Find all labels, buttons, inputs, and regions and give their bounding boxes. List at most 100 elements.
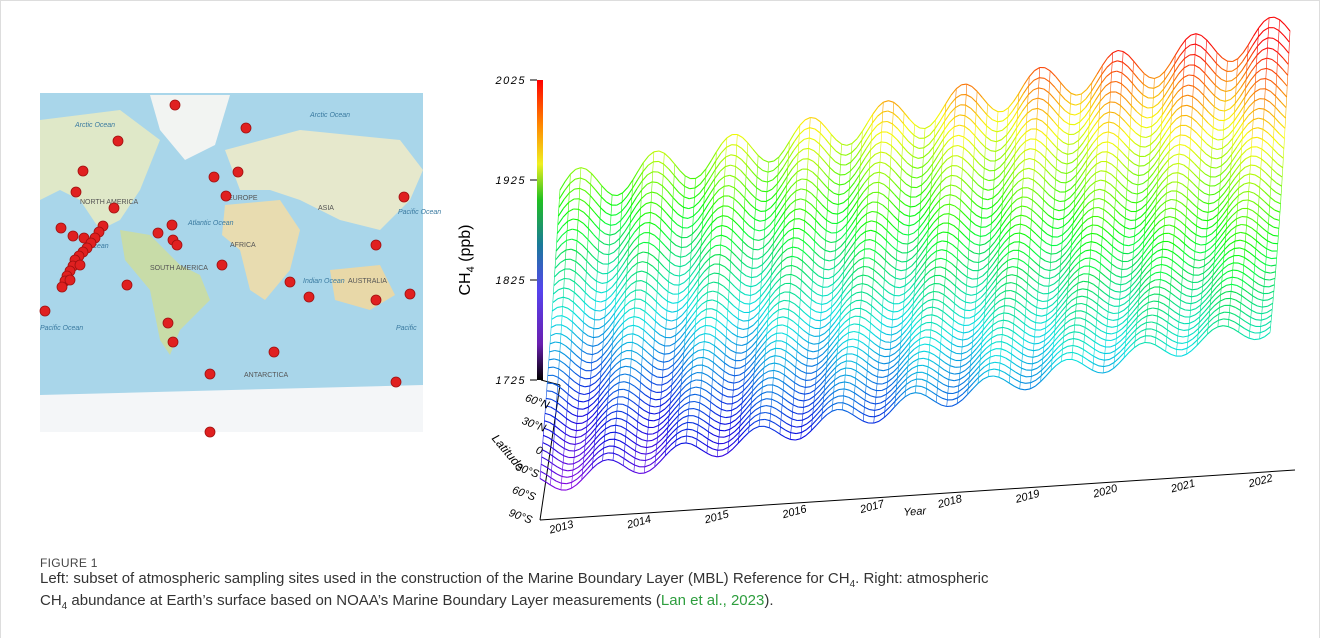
surface-mesh	[992, 202, 997, 207]
surface-mesh	[1170, 128, 1175, 134]
surface-mesh	[925, 271, 930, 276]
map-label: NORTH AMERICA	[80, 199, 139, 206]
surface-mesh	[738, 319, 743, 321]
surface-mesh	[912, 167, 917, 169]
surface-mesh	[991, 151, 996, 152]
surface-mesh	[1216, 236, 1221, 243]
surface-mesh	[1076, 239, 1081, 245]
surface-mesh	[1050, 263, 1051, 271]
surface-mesh	[717, 216, 722, 218]
surface-mesh	[1250, 92, 1255, 98]
surface-mesh	[904, 225, 909, 226]
surface-mesh	[951, 175, 956, 176]
surface-mesh	[1180, 49, 1185, 56]
surface-mesh	[883, 298, 888, 302]
surface-mesh	[1201, 36, 1206, 40]
surface-mesh	[633, 317, 634, 326]
surface-mesh	[642, 175, 647, 181]
surface-mesh	[1229, 121, 1234, 127]
surface-mesh	[1151, 197, 1156, 205]
surface-mesh	[1282, 168, 1283, 177]
surface-mesh	[936, 183, 941, 190]
surface-mesh	[819, 155, 820, 166]
surface-mesh	[1044, 278, 1049, 279]
surface-mesh	[690, 188, 695, 189]
surface-mesh	[1072, 167, 1077, 172]
surface-mesh	[974, 158, 979, 164]
surface-mesh	[1019, 233, 1020, 242]
surface-mesh	[937, 234, 938, 242]
surface-mesh	[579, 393, 584, 394]
surface-mesh	[783, 159, 788, 168]
surface-mesh	[1200, 259, 1205, 260]
surface-mesh	[789, 310, 794, 313]
surface-mesh	[1058, 116, 1059, 127]
surface-mesh	[666, 329, 671, 330]
surface-mesh	[971, 108, 976, 113]
surface-mesh	[669, 282, 674, 285]
surface-mesh	[961, 282, 966, 286]
surface-mesh	[662, 197, 667, 203]
surface-mesh	[788, 310, 789, 319]
surface-mesh	[940, 275, 945, 277]
surface-mesh	[928, 155, 933, 162]
surface-mesh	[1175, 47, 1180, 56]
surface-mesh	[804, 138, 809, 139]
surface-mesh	[660, 240, 665, 246]
surface-mesh	[680, 274, 685, 276]
surface-mesh	[1121, 205, 1126, 209]
surface-mesh	[842, 144, 847, 145]
surface-mesh	[734, 188, 735, 199]
surface-mesh	[1287, 75, 1288, 86]
surface-mesh	[817, 199, 822, 205]
surface-mesh	[1220, 177, 1225, 182]
surface-mesh	[935, 267, 940, 268]
surface-mesh	[571, 332, 572, 342]
surface-mesh	[1117, 71, 1122, 73]
surface-mesh	[900, 190, 901, 201]
surface-mesh	[664, 354, 669, 355]
surface-mesh	[716, 245, 721, 246]
surface-mesh	[590, 386, 591, 393]
surface-mesh	[723, 296, 728, 301]
surface-mesh	[653, 358, 658, 361]
surface-mesh	[637, 271, 642, 272]
surface-mesh	[809, 326, 810, 334]
surface-mesh	[1023, 95, 1028, 102]
surface-mesh	[674, 164, 675, 175]
surface-mesh	[655, 312, 656, 322]
surface-mesh	[825, 260, 830, 261]
surface-mesh	[1086, 100, 1091, 107]
surface-mesh	[698, 288, 703, 294]
site-dot	[56, 223, 66, 233]
surface-mesh	[653, 366, 658, 369]
surface-mesh	[696, 312, 701, 317]
surface-mesh	[595, 202, 600, 208]
surface-mesh	[867, 202, 872, 205]
surface-mesh	[901, 168, 902, 179]
surface-mesh	[777, 254, 782, 261]
surface-mesh	[948, 137, 953, 141]
surface-mesh	[721, 245, 726, 247]
surface-mesh	[634, 317, 639, 318]
surface-mesh	[914, 290, 919, 297]
surface-mesh	[663, 175, 668, 180]
surface-mesh	[673, 198, 674, 209]
surface-mesh	[1143, 84, 1144, 95]
surface-mesh	[670, 262, 675, 266]
surface-mesh	[1039, 78, 1044, 79]
surface-mesh	[1064, 210, 1065, 219]
surface-mesh	[1017, 197, 1022, 200]
site-dot	[68, 231, 78, 241]
surface-mesh	[1251, 147, 1252, 156]
surface-mesh	[751, 285, 756, 286]
surface-mesh	[700, 334, 705, 336]
surface-mesh	[1160, 141, 1165, 149]
surface-mesh	[963, 148, 968, 152]
surface-mesh	[775, 219, 780, 227]
surface-mesh	[864, 177, 869, 183]
surface-mesh	[1096, 162, 1101, 165]
surface-mesh	[938, 148, 943, 156]
surface-mesh	[805, 128, 810, 130]
surface-mesh	[1174, 235, 1175, 244]
